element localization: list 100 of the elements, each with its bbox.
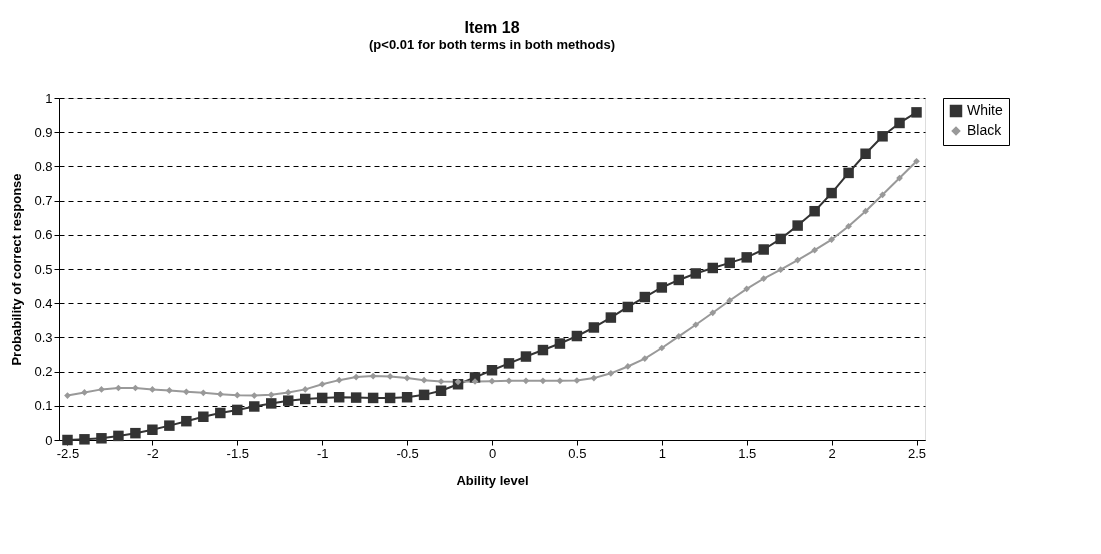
point [624,363,632,370]
point [98,386,105,393]
point [435,385,447,396]
point [62,434,73,446]
point [554,338,566,349]
point [149,386,156,393]
point [843,167,854,179]
point [333,392,345,403]
point [316,392,328,404]
point [249,401,260,412]
x-tick-label: -1 [316,445,329,461]
point [741,252,752,263]
point [709,309,717,317]
point [147,424,158,435]
point [198,411,209,422]
point [726,297,734,304]
point [707,262,718,274]
point [367,392,379,404]
point [758,244,769,255]
point [267,391,275,399]
point [605,312,617,323]
point [692,321,700,329]
y-tick-label: 0.6 [34,227,53,243]
x-tick-label: 2.5 [907,445,927,461]
point [79,434,90,445]
point [860,148,871,159]
point [250,392,258,399]
point [166,387,173,394]
y-tick-label: 0 [45,432,53,448]
y-axis-title: Probability of correct response [9,173,25,366]
point [777,266,785,274]
point [386,373,394,380]
y-tick-label: 0.4 [34,295,53,311]
chart-subtitle: (p<0.01 for both terms in both methods) [369,37,615,52]
y-tick-label: 1 [45,90,53,106]
point [811,246,818,254]
point [301,386,309,393]
point [760,275,768,282]
point [403,374,411,382]
point [724,257,735,269]
point [809,205,820,217]
point [318,380,326,388]
point [232,404,243,416]
point [81,389,88,396]
y-tick-label: 0.8 [34,158,53,174]
point [113,430,124,442]
chart-title: Item 18 [464,19,520,36]
point [130,427,141,439]
point [537,344,549,356]
point [199,389,207,397]
y-tick-label: 0.7 [34,193,53,209]
point [282,395,294,406]
x-tick-label: -1.5 [226,445,249,461]
point [607,369,615,377]
point [539,377,547,385]
point [879,191,886,199]
y-tick-label: 0.1 [34,398,53,414]
point [743,285,751,293]
point [335,376,343,384]
x-tick-label: -0.5 [396,445,419,461]
x-axis-title: Ability level [456,472,529,488]
point [913,157,920,165]
legend-label: Black [967,122,1003,138]
point [420,376,428,384]
point [384,392,396,404]
point [556,377,564,385]
point [164,420,175,431]
point [571,330,583,342]
x-tick-label: 0.5 [568,445,587,461]
point [352,373,360,381]
point [505,377,513,385]
point [401,392,413,403]
point [64,392,71,399]
point [845,222,852,230]
y-tick-label: 0.3 [34,329,53,345]
point [503,358,515,369]
point [369,372,377,380]
point [488,377,496,385]
point [486,364,498,376]
point [522,377,530,385]
point [418,389,430,401]
point [775,233,786,245]
point [792,220,803,231]
point [911,107,922,118]
x-tick-label: -2.5 [56,445,80,461]
x-tick-label: 1.5 [738,445,757,461]
point [658,344,666,352]
point [641,355,649,362]
point [96,433,107,444]
point [181,415,192,427]
point [215,407,226,419]
x-tick-label: 0 [488,445,497,461]
point [675,333,683,340]
y-tick-label: 0.9 [34,124,53,140]
point [183,388,190,396]
point [350,392,362,403]
point [588,322,600,333]
point [520,351,532,362]
x-tick-label: -2 [147,445,159,461]
point [284,389,292,396]
